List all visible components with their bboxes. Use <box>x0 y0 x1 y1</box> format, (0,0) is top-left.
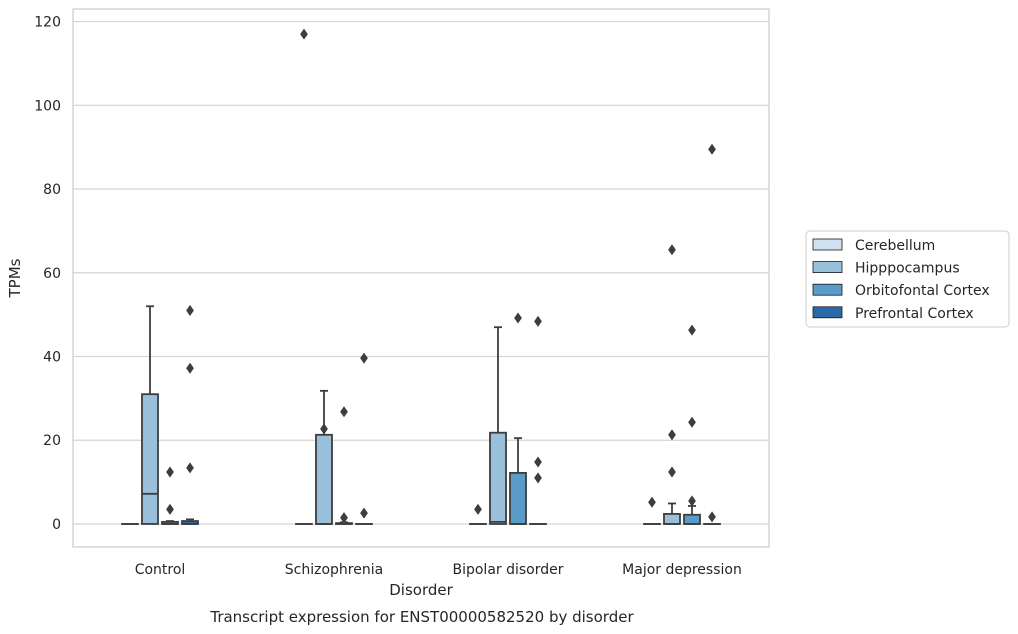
legend-swatch <box>812 283 843 296</box>
outlier-point <box>688 495 696 507</box>
box-body <box>663 513 681 525</box>
x-axis-label: Disorder <box>389 581 453 599</box>
box-orbitofontal-cortex <box>335 406 353 525</box>
box-prefrontal-cortex <box>355 352 373 525</box>
box-prefrontal-cortex <box>703 143 721 525</box>
box-cerebellum <box>643 496 661 525</box>
outlier-point <box>534 315 542 327</box>
box-body <box>141 393 159 525</box>
outlier-point <box>166 466 174 478</box>
x-tick-labels: Control Schizophrenia Bipolar disorder Majo… <box>135 562 742 578</box>
legend: Cerebellum Hipppocampus Orbitofontal Corte… <box>805 230 1010 328</box>
box-body <box>315 433 333 525</box>
outlier-point <box>708 143 716 155</box>
legend-swatch <box>812 306 843 319</box>
outlier-point <box>360 507 368 519</box>
box-hipppocampus <box>141 305 159 525</box>
outlier-point <box>360 352 368 364</box>
x-tick-label: Bipolar disorder <box>452 562 563 578</box>
outlier-point <box>186 304 194 316</box>
box-body <box>683 513 701 525</box>
outlier-point <box>668 244 676 256</box>
box-prefrontal-cortex <box>181 304 199 525</box>
legend-item: Orbitofontal Cortex <box>812 283 990 299</box>
legend-label: Orbitofontal Cortex <box>855 283 990 299</box>
box-prefrontal-cortex <box>529 315 547 525</box>
outlier-point <box>668 429 676 441</box>
legend-label: Cerebellum <box>855 238 935 254</box>
box-orbitofontal-cortex <box>683 324 701 525</box>
outlier-point <box>534 456 542 468</box>
box-hipppocampus <box>489 326 507 525</box>
outlier-point <box>340 406 348 418</box>
outlier-point <box>668 466 676 478</box>
outlier-point <box>186 362 194 374</box>
outlier-point <box>688 324 696 336</box>
legend-item: Prefrontal Cortex <box>812 306 974 322</box>
y-tick-label: 100 <box>34 98 61 114</box>
outlier-point <box>534 472 542 484</box>
outlier-point <box>166 503 174 515</box>
outlier-point <box>474 503 482 515</box>
x-tick-label: Major depression <box>622 562 742 578</box>
box-body <box>489 431 507 525</box>
box-hipppocampus <box>315 389 333 525</box>
gridlines <box>73 20 769 525</box>
legend-item: Cerebellum <box>812 238 935 254</box>
legend-swatch <box>812 238 843 251</box>
outlier-point <box>708 511 716 523</box>
legend-label: Hipppocampus <box>855 261 960 277</box>
x-tick-label: Schizophrenia <box>285 562 383 578</box>
legend-item: Hipppocampus <box>812 261 960 277</box>
outlier-point <box>514 312 522 324</box>
y-tick-label: 60 <box>43 266 61 282</box>
y-tick-label: 80 <box>43 182 61 198</box>
x-tick-label: Control <box>135 562 186 578</box>
outlier-point <box>340 512 348 524</box>
outlier-point <box>688 416 696 428</box>
box-body <box>509 471 527 525</box>
outlier-point <box>648 496 656 508</box>
y-tick-label: 40 <box>43 350 61 366</box>
box-orbitofontal-cortex <box>509 312 527 525</box>
y-tick-label: 20 <box>43 433 61 449</box>
y-tick-labels: 0 20 40 60 80 100 120 <box>34 15 61 533</box>
plot-frame <box>72 8 770 548</box>
outlier-point <box>320 423 328 435</box>
outlier-point <box>186 462 194 474</box>
y-tick-label: 120 <box>34 15 61 31</box>
chart-caption: Transcript expression for ENST0000058252… <box>209 608 634 626</box>
box-cerebellum <box>295 28 313 525</box>
legend-frame <box>805 230 1010 328</box>
outlier-point <box>300 28 308 40</box>
box-orbitofontal-cortex <box>161 466 179 525</box>
y-axis-label: TPMs <box>6 258 24 298</box>
legend-label: Prefrontal Cortex <box>855 306 974 322</box>
boxes <box>121 28 721 525</box>
box-hipppocampus <box>663 244 681 525</box>
box-cerebellum <box>469 503 487 525</box>
legend-swatch <box>812 261 843 274</box>
y-tick-label: 0 <box>52 517 61 533</box>
